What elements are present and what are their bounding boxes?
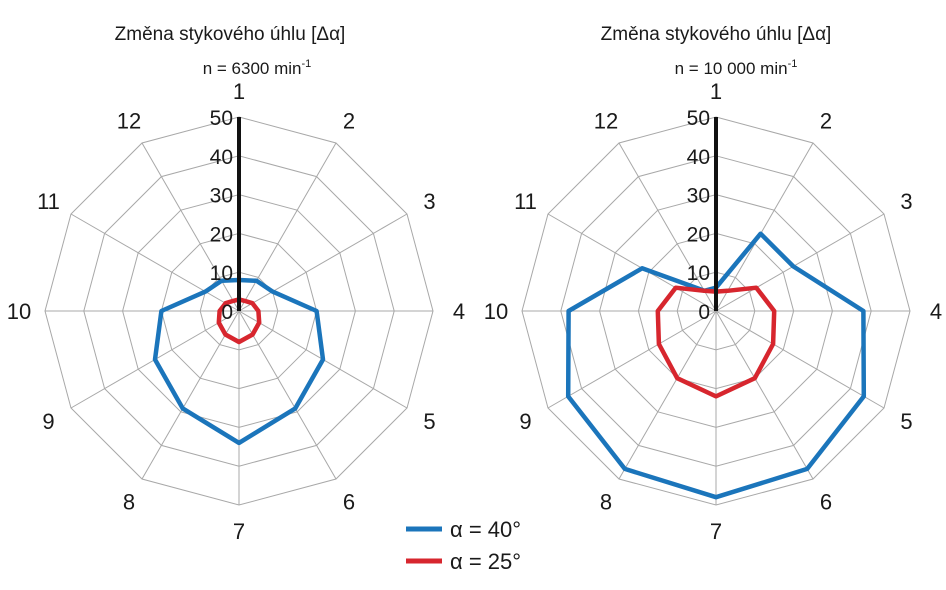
tick-label-10: 10 xyxy=(687,262,710,285)
series-line-alpha-40 xyxy=(565,231,867,500)
category-label-12: 12 xyxy=(117,109,141,134)
category-label-4: 4 xyxy=(930,299,942,324)
category-label-6: 6 xyxy=(820,490,832,515)
radar-chart-left: Změna stykového úhlu [Δα] n = 6300 min-1… xyxy=(7,24,465,544)
category-label-2: 2 xyxy=(343,109,355,134)
radial-axis: 0 10 20 30 40 50 xyxy=(210,107,241,324)
category-label-11: 11 xyxy=(37,189,60,214)
chart-title: Změna stykového úhlu [Δα] xyxy=(115,24,346,45)
subtitle-superscript: -1 xyxy=(301,58,311,70)
tick-label-40: 40 xyxy=(210,146,233,169)
tick-label-30: 30 xyxy=(210,185,233,208)
chart-subtitle: n = 10 000 min-1 xyxy=(675,58,798,78)
grid-spoke-11 xyxy=(70,213,240,312)
tick-label-50: 50 xyxy=(687,107,710,130)
legend-label-alpha-40: α = 40° xyxy=(450,517,521,542)
tick-label-30: 30 xyxy=(687,185,710,208)
category-label-5: 5 xyxy=(423,409,435,434)
grid-spoke-2 xyxy=(238,142,337,312)
grid-spoke-11 xyxy=(547,213,717,312)
grid-spoke-5 xyxy=(715,310,885,409)
tick-label-40: 40 xyxy=(687,146,710,169)
category-label-1: 1 xyxy=(233,79,245,104)
radial-axis: 0 10 20 30 40 50 xyxy=(687,107,718,324)
grid-spoke-8 xyxy=(141,310,240,480)
series-line-alpha-25 xyxy=(655,285,777,399)
tick-label-10: 10 xyxy=(210,262,233,285)
category-label-12: 12 xyxy=(594,109,618,134)
grid-spoke-9 xyxy=(547,310,717,409)
tick-label-0: 0 xyxy=(698,301,710,324)
category-label-10: 10 xyxy=(7,299,31,324)
subtitle-main: n = 10 000 min xyxy=(675,59,788,78)
category-label-4: 4 xyxy=(453,299,465,324)
radar-grid xyxy=(521,116,911,506)
category-label-3: 3 xyxy=(423,189,435,214)
grid-spoke-12 xyxy=(618,142,717,312)
tick-label-50: 50 xyxy=(210,107,233,130)
grid-spoke-8 xyxy=(618,310,717,480)
legend: α = 40° α = 25° xyxy=(406,517,521,574)
grid-spoke-6 xyxy=(715,310,814,480)
chart-subtitle: n = 6300 min-1 xyxy=(203,58,312,78)
subtitle-main: n = 6300 min xyxy=(203,59,302,78)
series-line-alpha-40 xyxy=(152,277,326,446)
category-label-11: 11 xyxy=(514,189,537,214)
category-label-3: 3 xyxy=(900,189,912,214)
tick-label-20: 20 xyxy=(687,223,710,246)
tick-label-20: 20 xyxy=(210,223,233,246)
legend-label-alpha-25: α = 25° xyxy=(450,549,521,574)
tick-label-0: 0 xyxy=(221,301,233,324)
radar-series xyxy=(565,231,867,500)
grid-spoke-3 xyxy=(238,213,408,312)
category-label-1: 1 xyxy=(710,79,722,104)
radar-series xyxy=(152,277,326,446)
grid-spoke-3 xyxy=(715,213,885,312)
category-label-8: 8 xyxy=(600,490,612,515)
category-label-10: 10 xyxy=(484,299,508,324)
category-label-2: 2 xyxy=(820,109,832,134)
category-label-9: 9 xyxy=(42,409,54,434)
grid-spoke-2 xyxy=(715,142,814,312)
radar-chart-right: Změna stykového úhlu [Δα] n = 10 000 min… xyxy=(484,24,942,544)
category-label-7: 7 xyxy=(710,519,722,544)
category-label-7: 7 xyxy=(233,519,245,544)
grid-spoke-6 xyxy=(238,310,337,480)
category-label-9: 9 xyxy=(519,409,531,434)
series-line-alpha-25 xyxy=(216,297,262,345)
category-label-6: 6 xyxy=(343,490,355,515)
category-label-5: 5 xyxy=(900,409,912,434)
subtitle-superscript: -1 xyxy=(788,58,798,70)
grid-spoke-12 xyxy=(141,142,240,312)
category-label-8: 8 xyxy=(123,490,135,515)
chart-title: Změna stykového úhlu [Δα] xyxy=(601,24,832,45)
